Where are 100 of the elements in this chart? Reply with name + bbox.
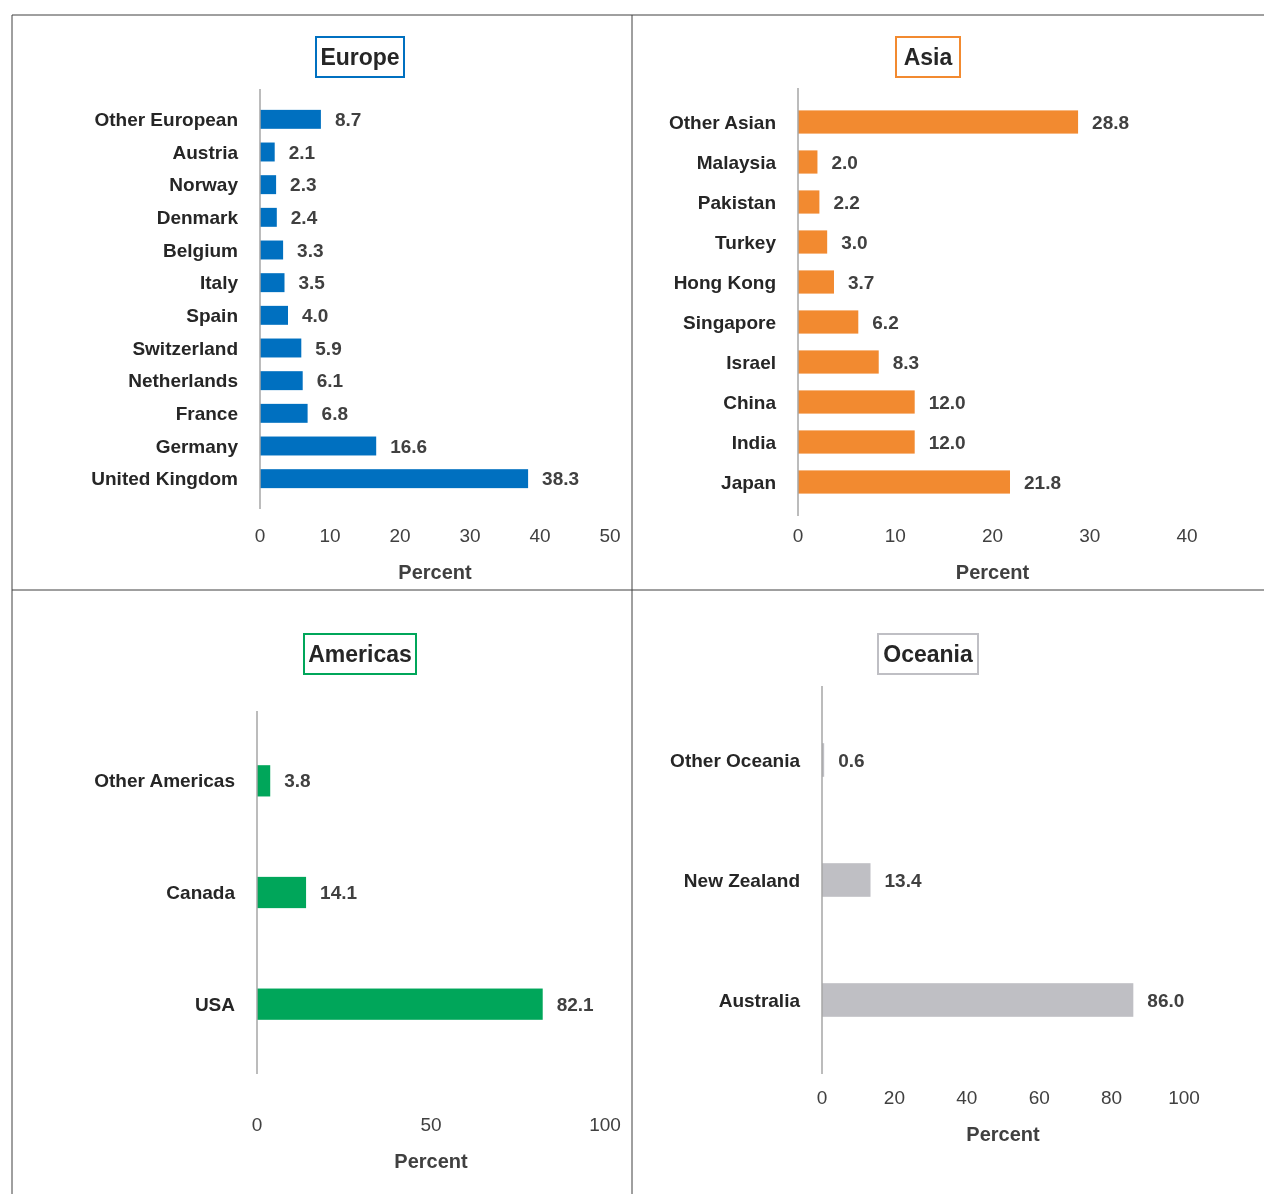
x-tick-label: 60 <box>1028 1086 1050 1108</box>
data-label: 5.9 <box>315 337 342 359</box>
x-tick-label: 0 <box>254 524 266 546</box>
data-label: 12.0 <box>928 391 966 413</box>
y-tick-label: Other Oceania <box>670 749 801 771</box>
bar <box>260 469 529 489</box>
bar <box>260 403 308 423</box>
y-tick-label: Malaysia <box>696 151 777 173</box>
x-tick-label: 40 <box>529 524 551 546</box>
bar <box>798 390 915 414</box>
data-label: 2.4 <box>290 206 318 228</box>
x-tick-label: 0 <box>251 1113 263 1135</box>
bar <box>260 207 277 227</box>
bar <box>260 273 285 293</box>
data-label: 16.6 <box>390 435 428 457</box>
y-tick-label: Singapore <box>683 311 776 333</box>
bar <box>798 470 1011 494</box>
data-label: 6.1 <box>316 370 344 392</box>
x-tick-label: 20 <box>883 1086 905 1108</box>
bar <box>260 175 277 195</box>
bar <box>260 142 275 162</box>
x-tick-label: 0 <box>792 524 804 546</box>
chart-title: Asia <box>903 44 953 71</box>
y-tick-label: Belgium <box>163 239 238 261</box>
data-label: 4.0 <box>302 304 329 326</box>
data-label: 2.0 <box>831 151 858 173</box>
data-label: 8.3 <box>892 351 920 373</box>
bar <box>257 988 543 1020</box>
data-label: 28.8 <box>1092 111 1130 133</box>
x-tick-label: 80 <box>1101 1086 1123 1108</box>
chart-title: Oceania <box>883 641 973 668</box>
x-axis-title: Percent <box>394 1150 469 1172</box>
y-tick-label: United Kingdom <box>91 468 238 490</box>
bar <box>257 765 271 797</box>
data-label: 2.1 <box>288 141 316 163</box>
x-tick-label: 30 <box>459 524 481 546</box>
bar <box>260 305 288 325</box>
x-axis-title: Percent <box>955 561 1030 583</box>
y-tick-label: Australia <box>718 989 801 1011</box>
y-tick-label: Israel <box>726 351 776 373</box>
y-tick-label: Norway <box>169 174 239 196</box>
data-label: 3.3 <box>297 239 324 261</box>
y-tick-label: China <box>723 391 777 413</box>
bar <box>798 150 818 174</box>
x-tick-label: 100 <box>1168 1086 1200 1108</box>
data-label: 8.7 <box>334 108 362 130</box>
y-tick-label: Pakistan <box>697 191 776 213</box>
bar <box>260 240 284 260</box>
x-tick-label: 20 <box>389 524 411 546</box>
x-tick-label: 0 <box>816 1086 828 1108</box>
bar <box>257 876 307 909</box>
data-label: 6.8 <box>321 402 349 424</box>
bar <box>798 350 879 374</box>
bar <box>798 310 859 334</box>
data-label: 13.4 <box>884 869 922 891</box>
bar <box>260 338 302 358</box>
bar <box>798 270 834 294</box>
data-label: 14.1 <box>320 882 358 904</box>
x-tick-label: 30 <box>1079 524 1101 546</box>
x-tick-label: 40 <box>1176 524 1198 546</box>
data-label: 21.8 <box>1024 471 1061 493</box>
data-label: 3.7 <box>847 271 875 293</box>
y-tick-label: Italy <box>199 272 239 294</box>
bar <box>798 230 828 254</box>
data-label: 38.3 <box>542 468 580 490</box>
y-tick-label: Other European <box>94 108 238 130</box>
bar <box>798 430 915 454</box>
data-label: 2.3 <box>290 174 317 196</box>
x-tick-label: 40 <box>956 1086 978 1108</box>
data-label: 86.0 <box>1147 989 1185 1011</box>
bar <box>798 110 1079 134</box>
data-label: 2.2 <box>833 191 860 213</box>
x-tick-label: 100 <box>589 1113 621 1135</box>
y-tick-label: USA <box>194 993 236 1015</box>
x-tick-label: 10 <box>319 524 341 546</box>
y-tick-label: Switzerland <box>132 337 238 359</box>
x-tick-label: 20 <box>981 524 1004 546</box>
data-label: 82.1 <box>556 993 595 1015</box>
y-tick-label: Hong Kong <box>673 271 776 293</box>
x-tick-label: 50 <box>420 1113 442 1135</box>
data-label: 0.6 <box>838 749 865 771</box>
data-label: 6.2 <box>872 311 899 333</box>
bar <box>260 109 321 129</box>
bar <box>260 436 377 456</box>
y-tick-label: New Zealand <box>683 869 800 891</box>
y-tick-label: Other Americas <box>94 770 235 792</box>
y-tick-label: Turkey <box>715 231 777 253</box>
data-label: 12.0 <box>928 431 966 453</box>
chart-title: Europe <box>320 44 400 71</box>
bar <box>260 371 303 391</box>
y-tick-label: Denmark <box>156 206 239 228</box>
y-tick-label: Germany <box>155 435 239 457</box>
y-tick-label: Other Asian <box>669 111 776 133</box>
y-tick-label: Netherlands <box>128 370 238 392</box>
y-tick-label: France <box>175 402 238 424</box>
bar <box>822 983 1134 1017</box>
y-tick-label: Japan <box>721 471 776 493</box>
bar <box>822 863 871 897</box>
y-tick-label: India <box>731 431 777 453</box>
data-label: 3.0 <box>841 231 868 253</box>
